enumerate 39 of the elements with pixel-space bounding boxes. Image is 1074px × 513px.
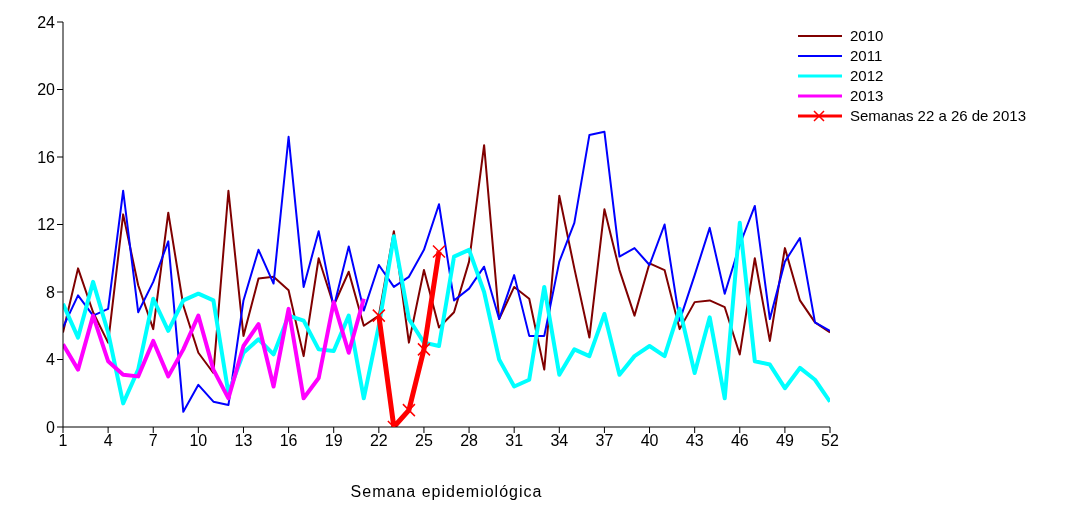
y-tick-label: 8 [46, 283, 56, 301]
y-tick-label: 16 [37, 148, 56, 166]
x-tick-label: 40 [640, 432, 659, 450]
x-tick-label: 52 [821, 432, 840, 450]
y-tick-label: 12 [37, 216, 56, 234]
x-tick-label: 49 [776, 432, 794, 450]
line-series [63, 144, 831, 374]
legend-label: 2012 [850, 67, 884, 84]
line-series [63, 130, 831, 413]
x-tick-label: 16 [279, 432, 298, 450]
y-tick-label: 4 [46, 351, 56, 369]
x-axis-title: Semana epidemiológica [350, 483, 543, 500]
point [432, 244, 446, 259]
x-tick-label: 10 [189, 432, 208, 450]
line-series [63, 220, 831, 406]
point [402, 403, 416, 417]
legend-label: 2011 [850, 47, 883, 64]
x-tick-label: 22 [369, 432, 388, 450]
y-tick-label: 0 [46, 418, 56, 436]
x-tick-label: 31 [505, 432, 524, 450]
x-tick-label: 43 [685, 432, 704, 450]
x-tick-label: 4 [103, 432, 113, 450]
x-tick-label: 7 [148, 432, 158, 450]
line-series [63, 296, 366, 401]
y-tick-label: 20 [37, 81, 56, 99]
x-tick-label: 1 [58, 432, 68, 450]
x-tick-label: 28 [460, 432, 479, 450]
legend-label: 2013 [850, 87, 884, 104]
x-tick-label: 25 [415, 432, 433, 450]
x-tick-label: 13 [234, 432, 253, 450]
legend-label: 2010 [850, 27, 884, 44]
y-tick-label: 24 [37, 13, 56, 31]
x-tick-label: 34 [550, 432, 569, 450]
x-tick-label: 37 [595, 432, 614, 450]
point [417, 342, 431, 357]
x-tick-label: 46 [730, 432, 749, 450]
legend-label: Semanas 22 a 26 de 2013 [850, 107, 1026, 124]
point [372, 308, 386, 323]
x-tick-label: 19 [324, 432, 343, 450]
